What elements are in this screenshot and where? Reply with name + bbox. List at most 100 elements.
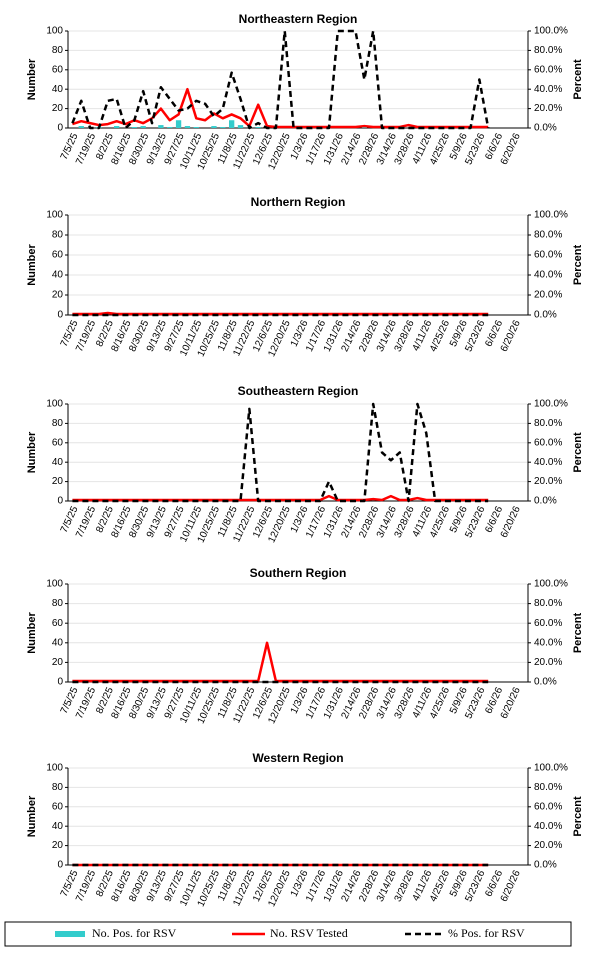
y-tick-label: 100 [46, 399, 63, 410]
y2-tick-label: 20.0% [534, 657, 562, 668]
y2-tick-label: 20.0% [534, 476, 562, 487]
bar [167, 127, 173, 128]
y2-tick-label: 80.0% [534, 418, 562, 429]
legend-label: No. RSV Tested [270, 926, 348, 940]
y-tick-label: 0 [57, 677, 63, 688]
y-tick-label: 100 [46, 26, 63, 37]
y-tick-label: 80 [52, 45, 64, 56]
y-tick-label: 40 [52, 270, 64, 281]
bar [184, 126, 191, 128]
percent-line [71, 29, 490, 130]
y2-tick-label: 20.0% [534, 103, 562, 114]
tested-line [72, 311, 489, 316]
bar [255, 127, 261, 128]
bar [140, 126, 146, 128]
bar [237, 125, 244, 128]
y2-tick-label: 100.0% [534, 763, 568, 774]
legend-swatch [55, 931, 85, 937]
y-tick-label: 60 [52, 250, 64, 261]
y2-tick-label: 60.0% [534, 64, 562, 75]
bar [131, 127, 137, 128]
y-tick-label: 80 [52, 598, 64, 609]
y-axis-label: Number [26, 58, 38, 100]
y2-tick-label: 60.0% [534, 618, 562, 629]
y2-tick-label: 100.0% [534, 399, 568, 410]
y2-tick-label: 60.0% [534, 437, 562, 448]
chart-title: Northern Region [251, 195, 346, 209]
y2-tick-label: 80.0% [534, 230, 562, 241]
y-tick-label: 40 [52, 457, 64, 468]
y-tick-label: 80 [52, 782, 64, 793]
y2-tick-label: 0.0% [534, 860, 557, 871]
y2-tick-label: 80.0% [534, 782, 562, 793]
y2-tick-label: 40.0% [534, 457, 562, 468]
chart-title: Southeastern Region [238, 384, 359, 398]
y-tick-label: 0 [57, 860, 63, 871]
y2-tick-label: 40.0% [534, 84, 562, 95]
y2-axis-label: Percent [572, 432, 584, 473]
y2-tick-label: 0.0% [534, 496, 557, 507]
y-tick-label: 100 [46, 763, 63, 774]
y-tick-label: 20 [52, 476, 64, 487]
y2-tick-label: 100.0% [534, 26, 568, 37]
y2-tick-label: 0.0% [534, 123, 557, 134]
y-axis-label: Number [26, 431, 38, 473]
y2-tick-label: 80.0% [534, 598, 562, 609]
bar [114, 126, 120, 128]
y-tick-label: 40 [52, 84, 64, 95]
y-tick-label: 20 [52, 290, 64, 301]
percent-line [72, 402, 489, 503]
y2-tick-label: 100.0% [534, 210, 568, 221]
y-tick-label: 100 [46, 579, 63, 590]
y2-axis-label: Percent [572, 59, 584, 100]
y-tick-label: 80 [52, 230, 64, 241]
y2-tick-label: 0.0% [534, 310, 557, 321]
y-axis-label: Number [26, 244, 38, 286]
y2-tick-label: 40.0% [534, 821, 562, 832]
bar [229, 120, 235, 128]
chart-title: Northeastern Region [239, 12, 358, 26]
y2-tick-label: 0.0% [534, 677, 557, 688]
y2-tick-label: 100.0% [534, 579, 568, 590]
y-tick-label: 0 [57, 496, 63, 507]
y2-tick-label: 40.0% [534, 637, 562, 648]
y-tick-label: 20 [52, 657, 64, 668]
y2-tick-label: 40.0% [534, 270, 562, 281]
y-tick-label: 60 [52, 64, 64, 75]
y2-axis-label: Percent [572, 244, 584, 285]
y2-axis-label: Percent [572, 796, 584, 837]
y-tick-label: 100 [46, 210, 63, 221]
bar [211, 126, 217, 128]
y-axis-label: Number [26, 612, 38, 654]
bar [220, 127, 226, 128]
y-tick-label: 40 [52, 821, 64, 832]
tested-line [72, 641, 489, 683]
y-tick-label: 40 [52, 637, 64, 648]
bar [193, 127, 199, 128]
chart-title: Western Region [252, 751, 343, 765]
legend-box [4, 921, 572, 947]
bar [78, 126, 84, 128]
y-tick-label: 20 [52, 840, 64, 851]
y-tick-label: 60 [52, 618, 64, 629]
y-tick-label: 20 [52, 103, 64, 114]
y-tick-label: 60 [52, 437, 64, 448]
y-tick-label: 60 [52, 801, 64, 812]
tested-line [72, 494, 489, 502]
y-tick-label: 0 [57, 310, 63, 321]
y-tick-label: 0 [57, 123, 63, 134]
legend-label: No. Pos. for RSV [92, 926, 177, 940]
y2-tick-label: 20.0% [534, 840, 562, 851]
y-tick-label: 80 [52, 418, 64, 429]
bar [361, 127, 367, 128]
y2-tick-label: 80.0% [534, 45, 562, 56]
y2-axis-label: Percent [572, 612, 584, 653]
y2-tick-label: 60.0% [534, 250, 562, 261]
chart-title: Southern Region [250, 566, 347, 580]
bar [158, 125, 164, 128]
y2-tick-label: 20.0% [534, 290, 562, 301]
y2-tick-label: 60.0% [534, 801, 562, 812]
legend-label: % Pos. for RSV [448, 926, 525, 940]
y-axis-label: Number [26, 795, 38, 837]
